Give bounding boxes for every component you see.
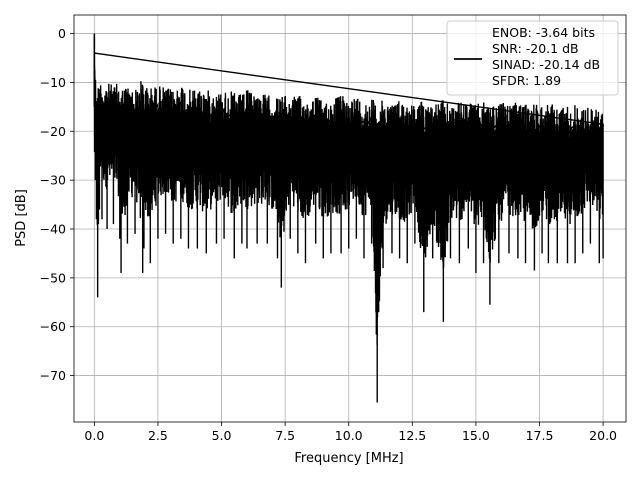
legend-text-sfdr: SFDR: 1.89 [492, 73, 561, 88]
x-axis-label: Frequency [MHz] [294, 451, 403, 466]
x-tick-label: 17.5 [526, 428, 554, 443]
legend-box [446, 20, 619, 96]
legend-text-enob: ENOB: -3.64 bits [492, 25, 595, 40]
x-tick-label: 7.5 [275, 428, 295, 443]
series-layer [93, 33, 604, 403]
ticks-layer: 0.0 2.5 5.0 7.5 10.0 12.5 15.0 17.5 20.0 0 −10 −20 −… [40, 26, 617, 443]
x-tick-label: 20.0 [589, 428, 617, 443]
y-tick-label: −70 [40, 368, 66, 383]
y-tick-label: −10 [40, 75, 66, 90]
y-tick-label: −40 [40, 222, 66, 237]
legend-text-snr: SNR: -20.1 dB [492, 41, 579, 56]
y-tick-label: −20 [40, 124, 66, 139]
y-tick-label: 0 [58, 26, 66, 41]
legend-text-sinad: SINAD: -20.14 dB [492, 57, 600, 72]
x-tick-label: 5.0 [212, 428, 232, 443]
x-tick-label: 15.0 [462, 428, 490, 443]
x-tick-label: 2.5 [148, 428, 168, 443]
y-tick-label: −50 [40, 270, 66, 285]
psd-series-line [93, 52, 604, 403]
y-tick-label: −30 [40, 173, 66, 188]
plot-frame [73, 14, 627, 423]
y-axis-label: PSD [dB] [14, 189, 29, 247]
y-tick-label: −60 [40, 319, 66, 334]
x-tick-label: 12.5 [398, 428, 426, 443]
x-tick-label: 0.0 [84, 428, 104, 443]
legend: ENOB: -3.64 bits SNR: -20.1 dB SINAD: -2… [446, 20, 619, 96]
x-tick-label: 10.0 [335, 428, 363, 443]
